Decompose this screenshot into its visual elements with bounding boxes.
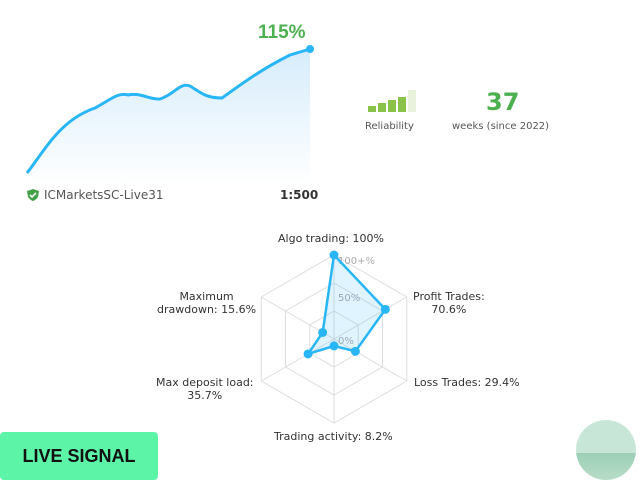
label-drawdown-1: Maximum	[179, 290, 234, 303]
label-activity: Trading activity: 8.2%	[274, 430, 393, 443]
radar-axis-4	[261, 338, 335, 382]
reliability-label: Reliability	[365, 121, 414, 132]
weeks-value: 37	[486, 88, 520, 116]
reliability-bars	[368, 90, 416, 112]
label-load-2: 35.7%	[187, 389, 223, 402]
label-drawdown-2: drawdown: 15.6%	[157, 303, 257, 316]
label-algo: Algo trading: 100%	[278, 232, 385, 245]
leverage: 1:500	[280, 188, 319, 202]
equity-line	[25, 47, 311, 174]
radar-axis-2	[333, 338, 407, 382]
ring-label-2: 100+%	[338, 256, 375, 267]
label-load-1: Max deposit load:	[156, 376, 254, 389]
label-profit-1: Profit Trades:	[413, 290, 485, 303]
radar-point-2	[350, 346, 360, 356]
radar-series	[304, 252, 387, 357]
radar-axis-1	[333, 296, 407, 340]
verified-shield-icon	[27, 189, 39, 201]
live-signal-badge[interactable]: LIVE SIGNAL	[0, 432, 158, 480]
radar-point-3	[329, 341, 339, 351]
ring-label-0: 0%	[338, 336, 354, 347]
server-info: ICMarketsSC-Live31	[26, 188, 164, 202]
label-load: Max deposit load: 35.7%	[156, 376, 254, 402]
label-profit: Profit Trades: 70.6%	[413, 290, 485, 316]
equity-endpoint	[306, 45, 314, 53]
logo-icon	[576, 420, 636, 480]
label-loss: Loss Trades: 29.4%	[414, 376, 520, 389]
label-profit-2: 70.6%	[431, 303, 467, 316]
label-drawdown: Maximum drawdown: 15.6%	[157, 290, 256, 316]
gain-value: 115%	[258, 22, 306, 43]
equity-chart	[25, 45, 314, 185]
equity-area	[27, 49, 310, 185]
radar-point-4	[303, 349, 313, 359]
radar-point-1	[380, 304, 390, 314]
weeks-label: weeks (since 2022)	[452, 121, 550, 132]
server-name[interactable]: ICMarketsSC-Live31	[44, 188, 164, 202]
ring-label-1: 50%	[338, 293, 360, 304]
radar-point-0	[329, 250, 339, 260]
radar-point-5	[318, 327, 328, 337]
